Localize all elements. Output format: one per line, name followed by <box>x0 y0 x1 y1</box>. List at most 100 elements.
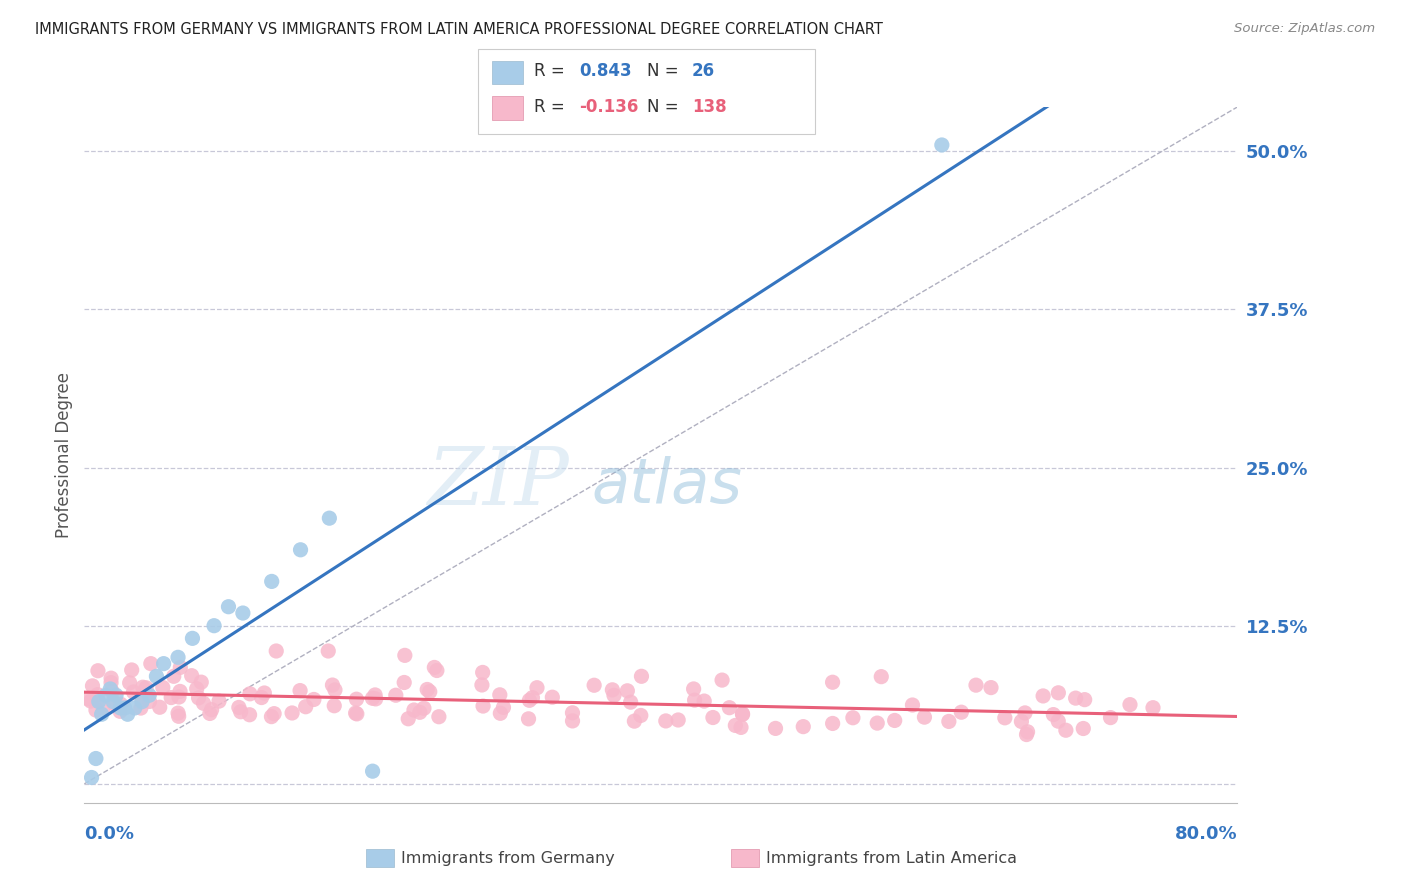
Point <box>181 632 204 646</box>
Point <box>228 700 250 714</box>
Point <box>730 720 752 734</box>
Point <box>139 657 162 671</box>
Point <box>90 707 112 722</box>
Point <box>682 681 704 696</box>
Text: N =: N = <box>647 98 683 116</box>
Point <box>302 692 325 706</box>
Point <box>423 660 446 674</box>
Point <box>541 690 564 705</box>
Point <box>938 714 960 729</box>
Point <box>217 599 239 614</box>
Point <box>288 683 311 698</box>
Point <box>294 699 316 714</box>
Point <box>396 712 419 726</box>
Point <box>711 673 734 687</box>
Point <box>346 706 368 721</box>
Point <box>121 663 143 677</box>
Point <box>124 701 146 715</box>
Point <box>160 690 183 705</box>
Point <box>94 688 117 702</box>
Point <box>82 679 104 693</box>
Point <box>145 669 167 683</box>
Point <box>323 682 346 697</box>
Point <box>602 682 624 697</box>
Point <box>361 691 384 706</box>
Point <box>1032 689 1054 703</box>
Point <box>912 710 935 724</box>
Point <box>202 618 225 632</box>
Point <box>167 650 190 665</box>
Point <box>583 678 606 692</box>
Point <box>149 700 172 714</box>
Point <box>1073 692 1095 706</box>
Point <box>321 678 343 692</box>
Point <box>492 700 515 714</box>
Text: ZIP: ZIP <box>427 444 568 522</box>
Text: 0.843: 0.843 <box>579 62 631 80</box>
Point <box>718 700 741 714</box>
Point <box>186 681 208 696</box>
Point <box>239 687 262 701</box>
Point <box>427 710 450 724</box>
Point <box>842 711 865 725</box>
Point <box>208 694 231 708</box>
Point <box>1099 710 1122 724</box>
Point <box>163 669 186 683</box>
Point <box>190 675 212 690</box>
Point <box>253 686 276 700</box>
Point <box>409 706 432 720</box>
Point <box>1014 706 1036 720</box>
Point <box>623 714 645 728</box>
Text: 80.0%: 80.0% <box>1174 825 1237 843</box>
Y-axis label: Professional Degree: Professional Degree <box>55 372 73 538</box>
Point <box>901 698 924 712</box>
Point <box>683 693 706 707</box>
Text: IMMIGRANTS FROM GERMANY VS IMMIGRANTS FROM LATIN AMERICA PROFESSIONAL DEGREE COR: IMMIGRANTS FROM GERMANY VS IMMIGRANTS FR… <box>35 22 883 37</box>
Point <box>472 699 495 714</box>
Point <box>1119 698 1142 712</box>
Point <box>318 511 340 525</box>
Point <box>1064 691 1087 706</box>
Point <box>135 681 157 695</box>
Text: R =: R = <box>534 98 571 116</box>
Point <box>198 706 221 721</box>
Point <box>392 675 415 690</box>
Point <box>138 694 160 708</box>
Point <box>122 685 145 699</box>
Point <box>80 694 103 708</box>
Point <box>77 692 100 706</box>
Point <box>361 764 384 779</box>
Point <box>101 684 124 698</box>
Point <box>471 665 494 680</box>
Point <box>561 706 583 720</box>
Point <box>561 714 583 728</box>
Point <box>526 681 548 695</box>
Point <box>603 688 626 702</box>
Point <box>316 644 339 658</box>
Text: 138: 138 <box>692 98 727 116</box>
Point <box>883 714 905 728</box>
Point <box>731 706 754 721</box>
Point <box>187 690 209 705</box>
Point <box>167 709 190 723</box>
Point <box>1015 727 1038 741</box>
Point <box>169 684 191 698</box>
Point <box>931 138 953 153</box>
Text: N =: N = <box>647 62 683 80</box>
Point <box>84 703 107 717</box>
Text: 0.0%: 0.0% <box>84 825 135 843</box>
Point <box>138 688 160 702</box>
Point <box>980 681 1002 695</box>
Text: -0.136: -0.136 <box>579 98 638 116</box>
Point <box>731 707 754 722</box>
Point <box>666 713 689 727</box>
Point <box>87 694 110 708</box>
Point <box>131 695 153 709</box>
Point <box>616 683 638 698</box>
Point <box>132 680 155 694</box>
Point <box>117 707 139 722</box>
Point <box>620 695 643 709</box>
Point <box>167 706 190 720</box>
Point <box>93 700 115 714</box>
Text: Immigrants from Latin America: Immigrants from Latin America <box>766 851 1018 865</box>
